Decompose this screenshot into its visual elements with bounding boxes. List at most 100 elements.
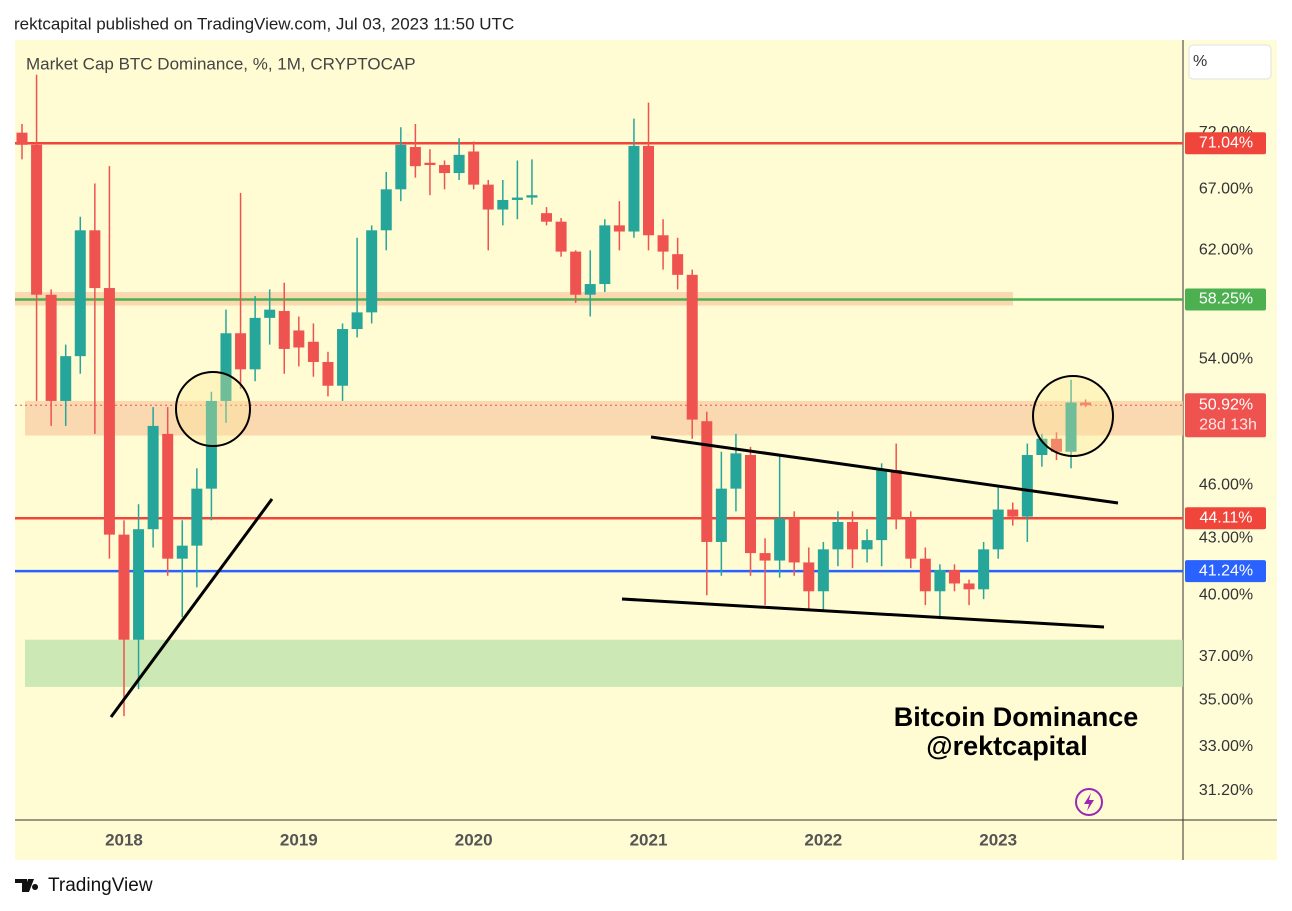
candle-body — [424, 162, 436, 166]
brand: TradingView — [48, 875, 153, 896]
candle-body — [759, 553, 771, 561]
candle-body — [176, 545, 188, 559]
candle-body — [337, 329, 349, 386]
candle-body — [919, 558, 931, 592]
candle-body — [147, 425, 159, 530]
candle-body — [628, 145, 640, 232]
candle-body — [701, 421, 713, 542]
candle-body — [1036, 438, 1048, 456]
candle-body — [497, 199, 509, 210]
x-tick-label: 2023 — [979, 830, 1017, 849]
candle-body — [468, 151, 480, 185]
candle-body — [103, 288, 115, 535]
candle-body — [60, 356, 72, 401]
lightning-icon[interactable] — [1075, 788, 1103, 816]
scale-mode: % — [1193, 53, 1207, 70]
x-tick-label: 2019 — [280, 830, 318, 849]
candle-body — [235, 333, 247, 370]
y-tick-label: 33.00% — [1199, 738, 1253, 755]
scale-mode-box[interactable] — [1188, 44, 1272, 80]
candle-body — [1050, 438, 1062, 452]
trend-line — [650, 435, 1119, 505]
candle-body — [31, 144, 43, 295]
logo — [15, 879, 39, 892]
logo-mark — [15, 879, 39, 892]
candle-body — [118, 534, 130, 640]
candle-body — [205, 400, 217, 489]
candle-body — [846, 521, 858, 550]
candle-body — [541, 213, 553, 222]
candle-body — [191, 488, 203, 546]
candle-body — [453, 154, 465, 174]
highlight-circle — [175, 371, 251, 447]
candle-body — [322, 361, 334, 386]
candle-body — [686, 274, 698, 420]
candle-body — [788, 518, 800, 563]
symbol-title: Market Cap BTC Dominance, %, 1M, CRYPTOC… — [26, 54, 416, 73]
candle-body — [876, 469, 888, 541]
x-tick-label: 2022 — [804, 830, 842, 849]
candle-body — [439, 165, 451, 174]
countdown: 28d 13h — [1199, 416, 1257, 433]
candle-body — [599, 225, 611, 285]
zone — [25, 400, 1183, 436]
candle-body — [584, 284, 596, 295]
level-label-box — [1185, 507, 1266, 530]
y-tick-label: 43.00% — [1199, 530, 1253, 547]
candle-body — [293, 330, 305, 348]
y-tick-label: 35.00% — [1199, 691, 1253, 708]
x-tick-label: 2020 — [455, 830, 493, 849]
y-tick-label: 67.00% — [1199, 181, 1253, 198]
candle-body — [832, 521, 844, 550]
level-label-box — [1185, 560, 1266, 583]
candle-body — [16, 132, 28, 145]
candle-body — [351, 312, 363, 330]
publisher: rektcapital published on TradingView.com… — [14, 14, 514, 33]
candle-body — [278, 311, 290, 349]
candle-body — [511, 197, 523, 200]
candle-body — [774, 518, 786, 561]
candle-body — [162, 433, 174, 559]
candle-body — [817, 549, 829, 592]
candle-body — [730, 453, 742, 489]
candle-body — [948, 570, 960, 584]
candle-body — [220, 333, 232, 401]
candle-body — [45, 294, 57, 401]
drawings — [109, 371, 1119, 718]
candle-body — [555, 221, 567, 252]
candle-body — [570, 251, 582, 295]
level-label: 44.11% — [1199, 509, 1252, 526]
candle-body — [672, 254, 684, 275]
candle-body — [482, 184, 494, 210]
level-label-box — [1185, 288, 1266, 311]
candle-body — [380, 189, 392, 231]
annotation: Bitcoin Dominance — [894, 702, 1139, 732]
y-tick-label: 31.20% — [1199, 782, 1253, 799]
candle-body — [613, 225, 625, 232]
y-tick-label: 40.00% — [1199, 586, 1253, 603]
icon-ring — [1075, 788, 1103, 816]
candle-body — [89, 230, 101, 289]
candle-body — [963, 583, 975, 590]
level-label: 58.25% — [1199, 291, 1253, 308]
zone — [25, 639, 1183, 687]
candle-body — [934, 570, 946, 592]
candle-body — [890, 469, 902, 519]
trend-line — [109, 498, 274, 718]
candle-body — [1080, 402, 1092, 406]
level-label: 41.24% — [1199, 562, 1253, 579]
trend-line — [621, 597, 1105, 629]
candle-body — [905, 518, 917, 559]
candle-body — [526, 195, 538, 198]
candle-body — [992, 509, 1004, 550]
x-tick-label: 2018 — [105, 830, 143, 849]
candle-body — [133, 529, 145, 640]
highlight-circle — [1032, 375, 1114, 457]
x-tick-label: 2021 — [630, 830, 668, 849]
candle-body — [264, 309, 276, 318]
candle-body — [74, 230, 86, 357]
y-tick-label: 62.00% — [1199, 242, 1253, 259]
candle-body — [978, 549, 990, 590]
level-label: 50.92% — [1199, 396, 1253, 413]
